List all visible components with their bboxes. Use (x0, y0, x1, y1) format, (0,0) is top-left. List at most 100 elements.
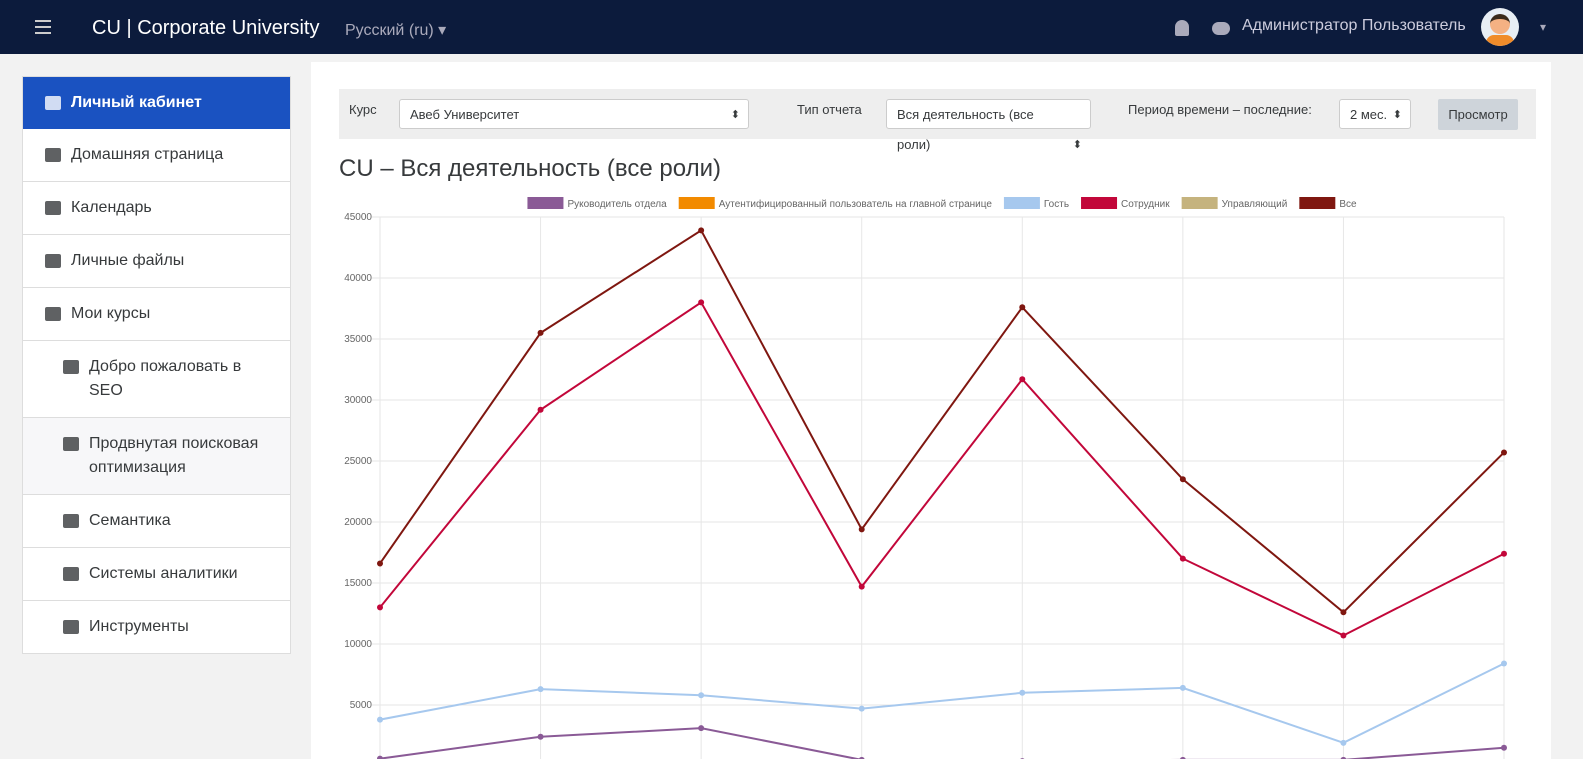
y-tick-label: 30000 (344, 395, 372, 406)
nav-label: Семантика (89, 512, 171, 529)
nav-label: Системы аналитики (89, 565, 238, 582)
chart-title: CU – Вся деятельность (все роли) (339, 155, 721, 182)
sidebar: Личный кабинет Домашняя страница Календа… (22, 76, 291, 654)
nav-label: Мои курсы (71, 305, 151, 322)
legend-item: Сотрудник (1081, 197, 1170, 210)
data-point (1019, 689, 1026, 696)
nav-item[interactable]: Календарь (23, 182, 290, 235)
view-button[interactable]: Просмотр (1438, 99, 1518, 130)
data-point (1179, 555, 1186, 562)
data-point (537, 686, 544, 693)
data-point (377, 604, 383, 611)
data-point (858, 526, 865, 533)
series-line (379, 727, 1505, 759)
nav-item[interactable]: Инструменты (23, 601, 290, 653)
data-point (1501, 449, 1507, 456)
legend-swatch (678, 197, 715, 209)
legend-item: Аутентифицированный пользователь на глав… (678, 197, 993, 210)
data-point (858, 583, 865, 590)
y-tick-label: 5000 (350, 700, 373, 711)
data-point (698, 692, 705, 699)
data-point (1340, 756, 1347, 759)
period-label: Период времени – последние: (1128, 102, 1312, 117)
legend-item: Гость (1003, 197, 1069, 210)
nav-item[interactable]: Личные файлы (23, 235, 290, 288)
period-select[interactable]: 2 мес. (1339, 99, 1411, 130)
y-tick-label: 15000 (344, 578, 372, 589)
report-label: Тип отчета (797, 102, 862, 117)
language: Русский (ru) (345, 22, 434, 39)
user-menu-caret[interactable]: ▾ (1540, 20, 1547, 34)
data-point (1340, 739, 1347, 746)
nav-label: Добро пожаловать в SEO (89, 358, 242, 399)
nav-label: Календарь (71, 199, 152, 216)
data-point (858, 756, 865, 759)
legend-item: Все (1299, 197, 1357, 210)
y-tick-label: 10000 (344, 639, 372, 650)
data-point (537, 329, 544, 336)
data-point (1501, 744, 1507, 751)
nav-label: Инструменты (89, 618, 189, 635)
user-name[interactable]: Администратор Пользователь (1242, 17, 1466, 34)
data-point (1179, 684, 1186, 691)
nav-item[interactable]: Добро пожаловать в SEO (23, 341, 290, 418)
legend-swatch (1299, 197, 1336, 209)
nav-item[interactable]: Системы аналитики (23, 548, 290, 601)
data-point (698, 299, 705, 306)
legend-swatch (1081, 197, 1118, 209)
legend-label: Аутентифицированный пользователь на глав… (719, 198, 993, 210)
legend-swatch (1181, 197, 1218, 209)
data-point (1019, 376, 1026, 383)
course-select[interactable]: Авеб Университет (399, 99, 749, 130)
legend-swatch (1003, 197, 1040, 209)
y-tick-label: 25000 (344, 456, 372, 467)
report-filters: Курс Авеб Университет Тип отчета Вся дея… (339, 89, 1536, 160)
data-point (1501, 550, 1507, 557)
nav-item[interactable]: Продвнутая поисковая оптимизация (23, 418, 290, 495)
y-tick-label: 20000 (344, 517, 372, 528)
data-point (698, 227, 705, 234)
nav-label: Домашняя страница (71, 146, 224, 163)
avatar[interactable] (1481, 8, 1519, 46)
series-line (379, 662, 1505, 744)
series-line (379, 228, 1505, 614)
legend-label: Гость (1044, 199, 1069, 210)
main-region: Курс Авеб Университет Тип отчета Вся дея… (311, 62, 1551, 759)
legend-item: Управляющий (1181, 197, 1288, 210)
data-point (698, 725, 705, 732)
nav-item[interactable]: Мои курсы (23, 288, 290, 341)
data-point (858, 705, 865, 712)
legend-swatch (527, 197, 564, 209)
legend: Руководитель отдела Аутентифицированный п… (527, 197, 1357, 210)
messages[interactable] (1212, 22, 1230, 35)
data-point (537, 406, 544, 413)
data-point (377, 755, 383, 759)
nav-item[interactable]: Семантика (23, 495, 290, 548)
legend-label: Управляющий (1222, 199, 1288, 210)
menu-toggle[interactable] (35, 20, 51, 34)
y-tick-label: 35000 (344, 334, 372, 345)
report-select[interactable]: Вся деятельность (все роли) (886, 99, 1091, 160)
course-label: Курс (349, 102, 377, 117)
y-tick-label: 45000 (344, 212, 372, 223)
nav-label: Продвнутая поисковая оптимизация (89, 435, 259, 476)
data-point (1179, 756, 1186, 759)
language-menu[interactable]: Русский (ru) ▾ (345, 22, 447, 39)
nav-item[interactable]: Личный кабинет (23, 77, 290, 129)
data-point (1019, 304, 1026, 311)
series-line (379, 300, 1505, 637)
nav-label: Личный кабинет (71, 94, 202, 111)
nav-item[interactable]: Домашняя страница (23, 129, 290, 182)
brand[interactable]: CU | Corporate University (92, 17, 320, 39)
notifications[interactable] (1175, 20, 1189, 36)
data-point (537, 733, 544, 740)
y-tick-label: 40000 (344, 273, 372, 284)
legend-label: Руководитель отдела (567, 199, 667, 210)
nav-label: Личные файлы (71, 252, 185, 269)
data-point (1340, 632, 1347, 639)
legend-label: Все (1339, 199, 1357, 210)
legend-item: Руководитель отдела (527, 197, 667, 210)
data-point (377, 560, 383, 567)
